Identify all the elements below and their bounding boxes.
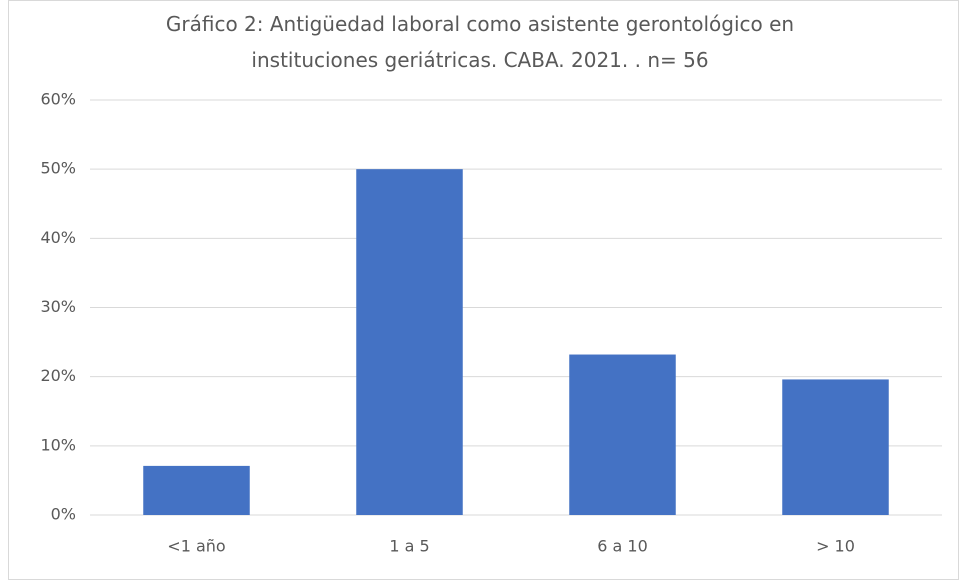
bar xyxy=(782,379,889,515)
x-tick-label: 1 a 5 xyxy=(389,537,429,556)
y-tick-label: 20% xyxy=(40,366,76,385)
x-tick-label: 6 a 10 xyxy=(597,537,648,556)
y-tick-label: 40% xyxy=(40,228,76,247)
y-tick-label: 0% xyxy=(51,505,76,524)
chart-title: Gráfico 2: Antigüedad laboral como asist… xyxy=(165,12,795,72)
bar xyxy=(569,354,676,515)
y-tick-label: 50% xyxy=(40,159,76,178)
chart-frame xyxy=(8,0,959,580)
x-tick-label: > 10 xyxy=(816,537,855,556)
y-tick-label: 30% xyxy=(40,297,76,316)
x-tick-label: <1 año xyxy=(167,537,225,556)
bar xyxy=(143,465,250,515)
bar xyxy=(356,169,463,515)
y-tick-label: 10% xyxy=(40,435,76,454)
y-tick-label: 60% xyxy=(40,90,76,109)
